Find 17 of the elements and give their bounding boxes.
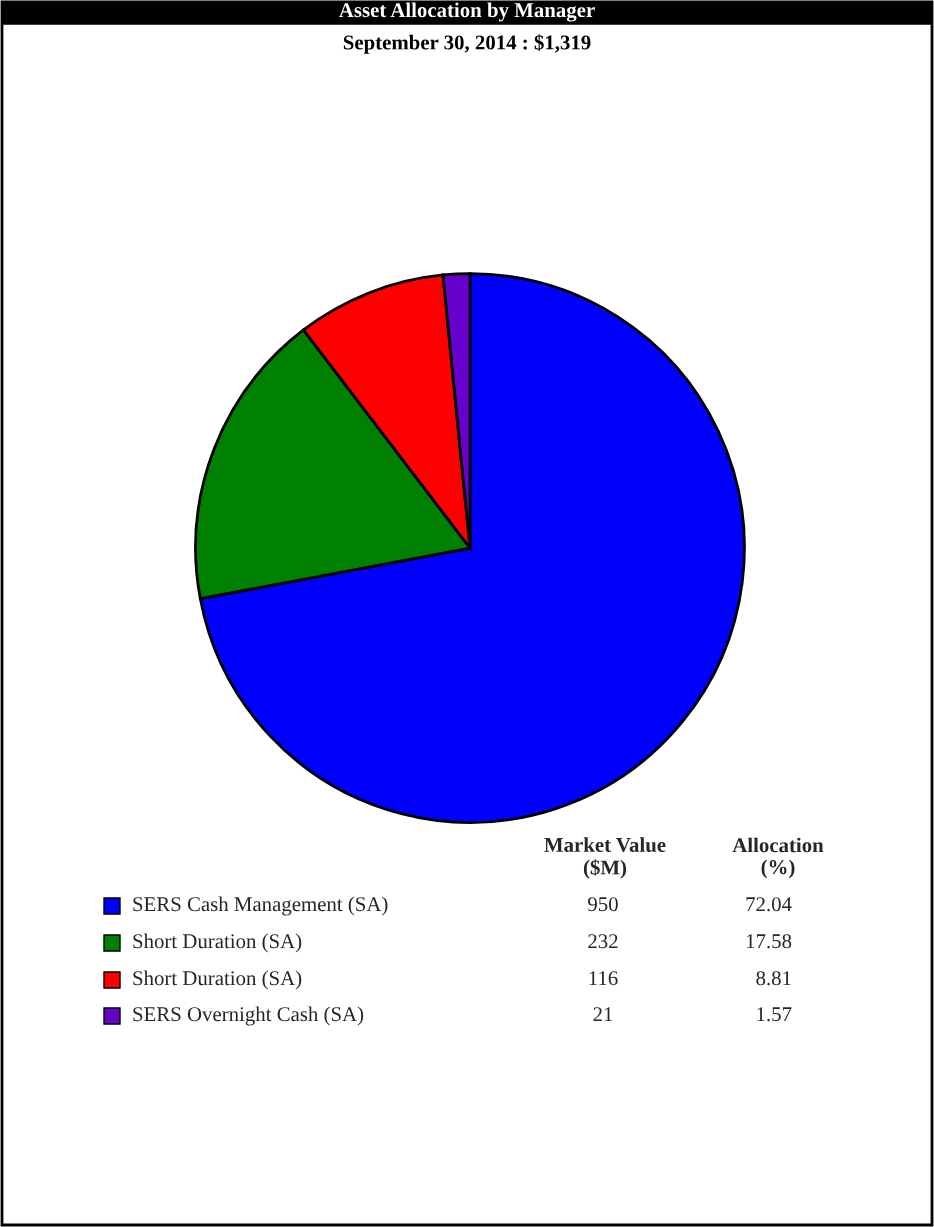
text: 232 xyxy=(588,934,618,949)
text: 950 xyxy=(588,897,618,912)
legend-label: SERS Cash Management (SA) xyxy=(133,896,388,916)
legend-label: Short Duration (SA) xyxy=(133,970,302,990)
data-label: 1.57 xyxy=(757,1007,792,1022)
legend-label: SERS Overnight Cash (SA) xyxy=(133,1006,364,1026)
data-label: 8.81 xyxy=(756,971,791,986)
text: Allocation (%) xyxy=(732,837,824,879)
text: Market Value ($M) xyxy=(544,837,666,879)
legend-label: Short Duration (SA) xyxy=(133,933,302,953)
data-label: 72.04 xyxy=(746,897,792,912)
chart-subtitle: September 30, 2014 : $1,319 xyxy=(343,34,591,54)
pie-slice xyxy=(198,272,746,824)
text: 116 xyxy=(589,971,618,986)
data-label: 17.58 xyxy=(746,934,792,949)
text: 21 xyxy=(593,1007,613,1022)
chart-title: Asset Allocation by Manager xyxy=(339,2,595,22)
